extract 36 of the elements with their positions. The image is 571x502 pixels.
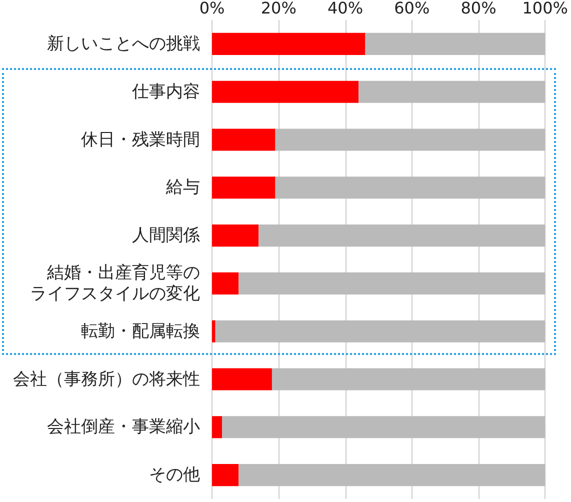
bar [212, 128, 276, 151]
y-tick-label: 会社（事務所）の将来性 [13, 369, 200, 390]
bar [212, 176, 276, 199]
bar [212, 32, 366, 55]
bar [258, 224, 546, 247]
bar [212, 416, 222, 438]
bar [212, 224, 259, 247]
bar [222, 416, 546, 438]
bar [275, 128, 546, 151]
bar [358, 80, 546, 103]
y-tick-label: その他 [149, 465, 200, 486]
bar [238, 464, 546, 486]
y-tick-label: 仕事内容 [131, 82, 200, 102]
bar [215, 320, 546, 342]
bar [365, 32, 546, 55]
y-tick-label: 転勤・配属転換 [81, 321, 200, 342]
y-tick-label: 給与 [165, 178, 200, 198]
y-tick-label: 結婚・出産育児等のライフスタイルの変化 [30, 262, 200, 304]
y-tick-label: 人間関係 [132, 226, 200, 246]
x-tick-label: 40% [327, 0, 364, 18]
bar [238, 272, 546, 294]
bar [212, 80, 359, 103]
y-tick-label: 休日・残業時間 [81, 130, 200, 150]
y-tick-label: 新しいことへの挑戦 [47, 34, 200, 54]
x-tick-label: 100% [522, 0, 568, 18]
bar [272, 368, 546, 390]
bar [212, 272, 239, 294]
x-tick-label: 80% [460, 0, 496, 18]
x-tick-label: 0% [199, 0, 225, 18]
bar [212, 368, 272, 390]
bar [275, 176, 546, 199]
x-tick-label: 20% [260, 0, 296, 18]
bar [212, 320, 216, 342]
x-tick-label: 60% [394, 0, 430, 18]
bar [212, 464, 239, 486]
y-tick-label: 会社倒産・事業縮小 [47, 417, 200, 438]
